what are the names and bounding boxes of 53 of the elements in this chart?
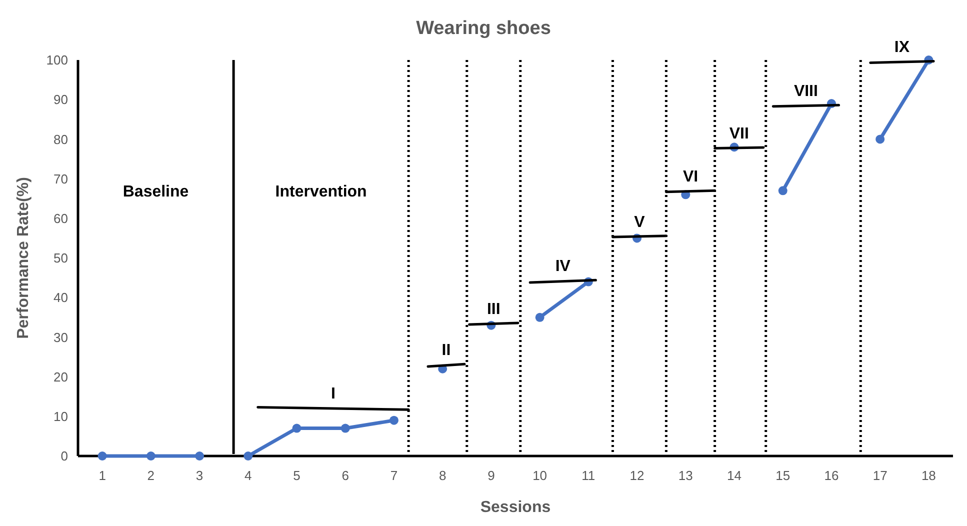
y-tick-label: 10	[54, 408, 68, 424]
x-tick-label: 11	[582, 468, 596, 483]
x-tick-label: 2	[147, 468, 155, 483]
y-tick-label: 0	[60, 448, 68, 464]
x-tick-label: 16	[824, 468, 839, 483]
series-label: II	[442, 342, 451, 360]
x-tick-label: 10	[532, 468, 548, 483]
y-tick-label: 30	[54, 330, 68, 345]
series-label: VIII	[794, 83, 818, 100]
point	[292, 424, 302, 433]
x-tick-label: 18	[921, 468, 936, 483]
x-tick-label: 6	[342, 468, 349, 483]
x-tick-label: 5	[293, 468, 300, 483]
y-axis-title: Performance Rate(%)	[15, 177, 32, 339]
y-tick-label: 40	[54, 290, 68, 306]
x-tick-label: 7	[390, 468, 398, 483]
point	[389, 416, 398, 425]
series-label: III	[486, 300, 500, 318]
x-tick-label: 9	[488, 468, 495, 483]
point	[146, 452, 156, 460]
series-label: IX	[894, 39, 910, 56]
x-tick-label: 14	[727, 468, 742, 483]
point	[244, 452, 253, 460]
annotation: Intervention	[275, 183, 367, 200]
y-tick-label: 20	[54, 369, 68, 384]
y-tick-label: 90	[54, 92, 68, 108]
y-tick-label: 60	[54, 210, 68, 226]
series-label: VI	[682, 168, 698, 186]
y-tick-label: 50	[54, 250, 68, 266]
x-tick-label: 1	[98, 468, 106, 483]
x-tick-label: 15	[776, 468, 790, 483]
x-tick-label: 8	[438, 468, 446, 483]
x-tick-label: 17	[872, 468, 888, 483]
x-tick-label: 4	[244, 468, 252, 483]
x-tick-label: 12	[630, 468, 644, 483]
x-axis-title: Sessions	[480, 499, 551, 516]
point	[778, 186, 788, 196]
series-label: V	[634, 214, 646, 231]
y-tick-label: 100	[46, 52, 68, 68]
x-tick-label: 13	[678, 468, 693, 483]
series-label: I	[330, 385, 336, 402]
x-tick-label: 3	[196, 468, 204, 483]
annotation: Baseline	[122, 183, 189, 200]
series-label: VII	[729, 126, 749, 143]
point	[195, 452, 204, 460]
y-tick-label: 80	[54, 132, 68, 147]
point	[876, 134, 885, 144]
point	[340, 424, 350, 433]
chart-title: Wearing shoes	[416, 18, 551, 39]
y-tick-label: 70	[54, 171, 68, 186]
point	[535, 312, 544, 322]
series-label: IV	[555, 258, 571, 276]
point	[98, 452, 107, 460]
